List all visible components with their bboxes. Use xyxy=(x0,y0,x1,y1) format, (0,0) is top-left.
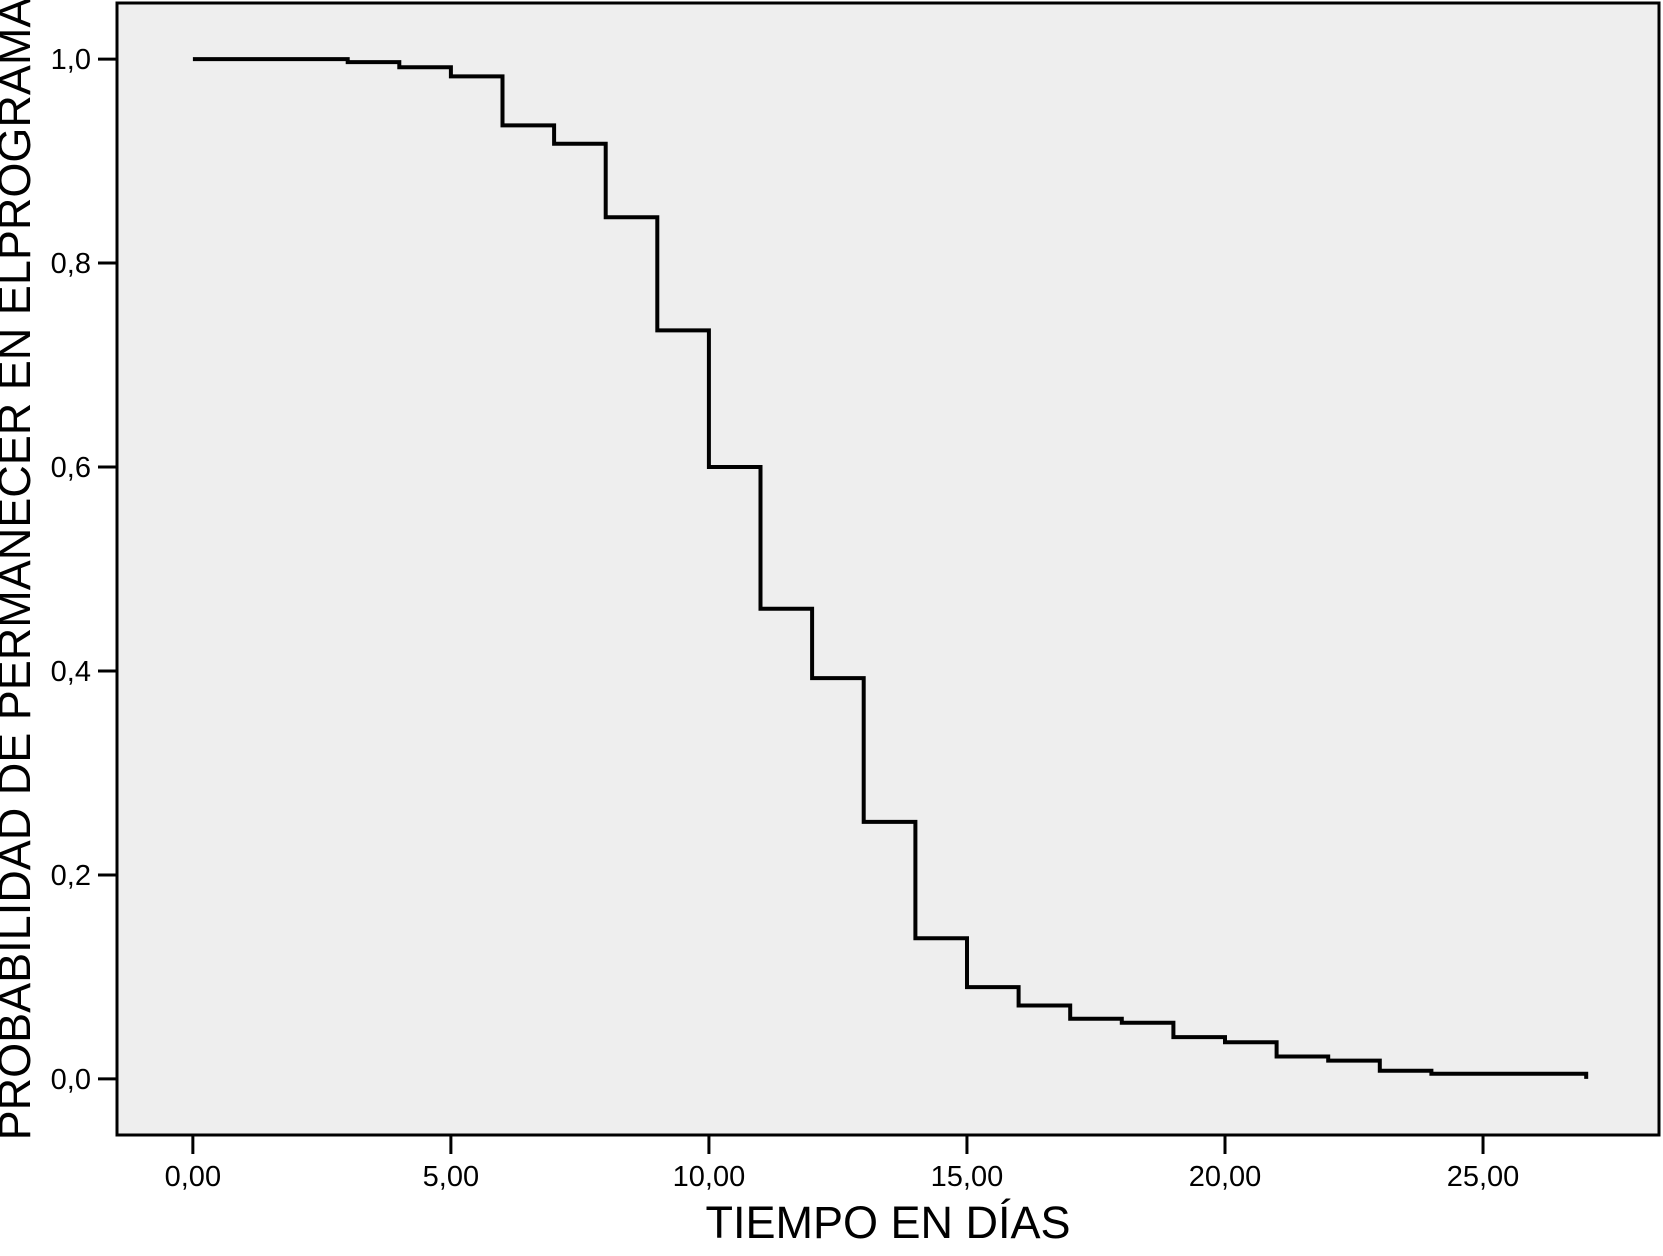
x-tick-label: 15,00 xyxy=(931,1161,1004,1193)
y-tick-label: 0,0 xyxy=(51,1064,91,1096)
y-tick-label: 1,0 xyxy=(51,44,91,76)
plot-area xyxy=(115,1,1661,1137)
x-axis-ticks: 0,00 5,00 10,00 15,00 20,00 25,00 xyxy=(165,1135,1520,1193)
y-tick-label: 0,6 xyxy=(51,452,91,484)
x-tick-label: 25,00 xyxy=(1447,1161,1520,1193)
y-tick-label: 0,2 xyxy=(51,860,91,892)
x-tick-label: 10,00 xyxy=(673,1161,746,1193)
x-tick-label: 0,00 xyxy=(165,1161,221,1193)
x-tick-label: 5,00 xyxy=(423,1161,479,1193)
y-tick-label: 0,4 xyxy=(51,656,91,688)
y-axis-ticks: 0,0 0,2 0,4 0,6 0,8 1,0 xyxy=(51,44,117,1096)
y-tick-label: 0,8 xyxy=(51,248,91,280)
survival-curve xyxy=(192,57,1589,1079)
x-tick-label: 20,00 xyxy=(1189,1161,1262,1193)
x-axis-title: TIEMPO EN DÍAS xyxy=(705,1197,1070,1248)
y-axis-title: PROBABILIDAD DE PERMANECER EN ELPROGRAMA xyxy=(0,0,40,1140)
